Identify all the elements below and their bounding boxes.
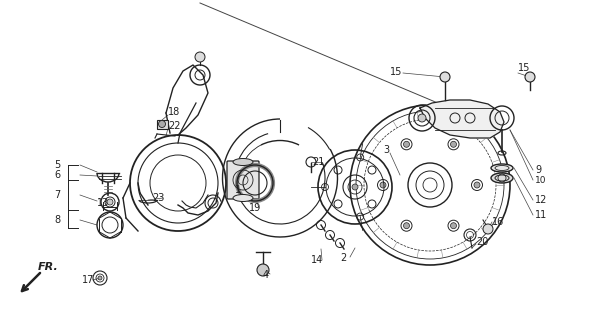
Circle shape bbox=[352, 184, 358, 190]
Text: 12: 12 bbox=[535, 195, 548, 205]
Circle shape bbox=[257, 264, 269, 276]
Text: 13: 13 bbox=[97, 198, 109, 208]
FancyBboxPatch shape bbox=[227, 161, 259, 199]
Text: 16: 16 bbox=[492, 217, 504, 227]
Text: 5: 5 bbox=[54, 160, 60, 170]
Circle shape bbox=[98, 276, 102, 280]
Text: 20: 20 bbox=[476, 237, 488, 247]
Text: 9: 9 bbox=[535, 165, 541, 175]
Text: 21: 21 bbox=[312, 157, 324, 167]
Text: 15: 15 bbox=[390, 67, 402, 77]
Text: 15: 15 bbox=[518, 63, 530, 73]
Circle shape bbox=[403, 223, 409, 229]
Text: 17: 17 bbox=[82, 275, 94, 285]
Circle shape bbox=[483, 224, 493, 234]
Circle shape bbox=[380, 182, 386, 188]
Circle shape bbox=[159, 121, 166, 127]
Text: 14: 14 bbox=[311, 255, 323, 265]
Ellipse shape bbox=[491, 164, 513, 172]
Text: 22: 22 bbox=[168, 121, 181, 131]
Text: 4: 4 bbox=[263, 270, 269, 280]
Text: 18: 18 bbox=[168, 107, 180, 117]
Text: 1: 1 bbox=[235, 185, 241, 195]
Text: 2: 2 bbox=[340, 253, 346, 263]
Circle shape bbox=[525, 72, 535, 82]
Ellipse shape bbox=[233, 195, 253, 202]
Text: 6: 6 bbox=[54, 170, 60, 180]
Circle shape bbox=[450, 141, 457, 147]
Text: 7: 7 bbox=[54, 190, 60, 200]
Circle shape bbox=[195, 52, 205, 62]
Circle shape bbox=[403, 141, 409, 147]
Circle shape bbox=[107, 199, 113, 205]
Text: 23: 23 bbox=[152, 193, 165, 203]
Text: 8: 8 bbox=[54, 215, 60, 225]
Ellipse shape bbox=[491, 173, 513, 183]
Bar bbox=[157, 120, 168, 129]
Text: 3: 3 bbox=[383, 145, 389, 155]
Circle shape bbox=[450, 223, 457, 229]
Text: 19: 19 bbox=[249, 203, 261, 213]
Text: 10: 10 bbox=[535, 175, 546, 185]
Circle shape bbox=[418, 114, 426, 122]
Text: 11: 11 bbox=[535, 210, 547, 220]
Circle shape bbox=[474, 182, 480, 188]
Polygon shape bbox=[420, 100, 504, 138]
Circle shape bbox=[440, 72, 450, 82]
Ellipse shape bbox=[233, 158, 253, 165]
Text: FR.: FR. bbox=[38, 262, 59, 272]
